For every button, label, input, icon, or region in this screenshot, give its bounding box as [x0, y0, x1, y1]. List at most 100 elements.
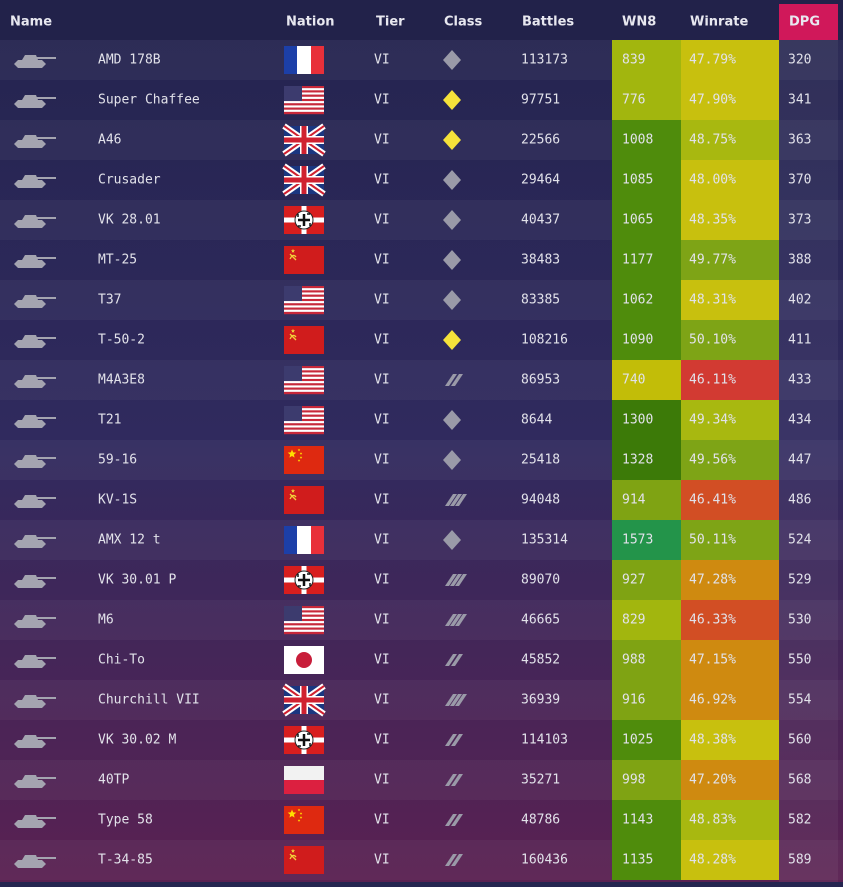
- winrate-cell: [681, 280, 779, 320]
- vehicle-name[interactable]: M4A3E8: [98, 373, 145, 388]
- nation-flag: [284, 726, 324, 754]
- vehicle-name[interactable]: M6: [98, 613, 114, 628]
- flag-part: [284, 296, 324, 300]
- winrate-cell: [681, 600, 779, 640]
- battles: 22566: [521, 133, 560, 148]
- class-icon: [451, 374, 463, 386]
- class-icon: [445, 734, 457, 746]
- vehicle-name[interactable]: AMX 12 t: [98, 533, 161, 548]
- tier: VI: [374, 293, 390, 308]
- dpg: 411: [788, 333, 811, 348]
- class-icon: [445, 814, 457, 826]
- nation-flag: [284, 486, 324, 514]
- vehicle-name[interactable]: Crusader: [98, 173, 161, 188]
- tank-silhouette: [14, 775, 56, 788]
- flag-part: [284, 385, 324, 388]
- column-header[interactable]: Class: [444, 15, 483, 30]
- tier: VI: [374, 533, 390, 548]
- vehicle-name[interactable]: T37: [98, 293, 121, 308]
- winrate: 48.38%: [689, 733, 736, 748]
- wn8: 988: [622, 653, 645, 668]
- flag-part: [284, 606, 324, 609]
- flag-part: [284, 92, 324, 95]
- column-header[interactable]: Name: [10, 15, 52, 30]
- flag-part: [284, 608, 324, 611]
- vehicle-name[interactable]: Type 58: [98, 813, 153, 828]
- class-icon: [451, 654, 463, 666]
- vehicle-name[interactable]: T21: [98, 413, 121, 428]
- flag-part: [284, 366, 324, 369]
- flag-part: [284, 425, 324, 428]
- tank-silhouette: [14, 855, 56, 868]
- flag-part: [284, 406, 324, 409]
- vehicle-name[interactable]: 59-16: [98, 453, 137, 468]
- vehicle-name[interactable]: A46: [98, 133, 121, 148]
- tier: VI: [374, 133, 390, 148]
- flag-part: [297, 573, 311, 587]
- flag-part: [284, 326, 324, 354]
- column-header[interactable]: Winrate: [690, 15, 748, 30]
- wn8: 998: [622, 773, 645, 788]
- wn8-cell: [612, 40, 681, 80]
- class-icon: [450, 614, 462, 626]
- column-header[interactable]: DPG: [789, 15, 820, 30]
- wn8: 829: [622, 613, 645, 628]
- nation-flag: [284, 446, 324, 474]
- vehicle-name[interactable]: VK 28.01: [98, 213, 161, 228]
- dpg: 402: [788, 293, 811, 308]
- flag-part: [284, 846, 324, 874]
- class-icon: [445, 654, 457, 666]
- flag-part: [284, 101, 324, 104]
- column-header[interactable]: Battles: [522, 15, 574, 30]
- vehicle-name[interactable]: Super Chaffee: [98, 93, 200, 108]
- winrate-cell: [681, 560, 779, 600]
- wn8: 914: [622, 493, 646, 508]
- flag-part: [284, 421, 324, 424]
- flag-part: [297, 46, 311, 74]
- vehicle-name[interactable]: VK 30.02 M: [98, 733, 176, 748]
- flag-part: [284, 414, 324, 417]
- column-header[interactable]: Tier: [376, 15, 405, 30]
- tank-icon: [14, 775, 56, 788]
- flag-part: [284, 370, 324, 373]
- class-icon: [443, 170, 461, 190]
- class-icon: [443, 130, 461, 150]
- vehicle-name[interactable]: AMD 178B: [98, 53, 161, 68]
- winrate: 50.11%: [689, 533, 736, 548]
- vehicle-name[interactable]: MT-25: [98, 253, 137, 268]
- battles: 114103: [521, 733, 568, 748]
- dpg: 486: [788, 493, 811, 508]
- battles: 29464: [521, 173, 560, 188]
- vehicle-name[interactable]: Chi-To: [98, 653, 145, 668]
- winrate: 48.75%: [689, 133, 736, 148]
- dpg: 589: [788, 853, 811, 868]
- tank-silhouette: [14, 95, 56, 108]
- vehicle-name[interactable]: Churchill VII: [98, 693, 200, 708]
- tank-icon: [14, 495, 56, 508]
- battles: 45852: [521, 653, 560, 668]
- class-icon: [445, 494, 457, 506]
- wn8-cell: [612, 680, 681, 720]
- vehicle-name[interactable]: T-34-85: [98, 853, 153, 868]
- vehicle-name[interactable]: T-50-2: [98, 333, 145, 348]
- flag-part: [284, 526, 298, 554]
- wn8-cell: [612, 320, 681, 360]
- column-header[interactable]: Nation: [286, 15, 335, 30]
- flag-part: [284, 412, 324, 415]
- winrate: 47.20%: [689, 773, 736, 788]
- wn8-cell: [612, 640, 681, 680]
- column-header[interactable]: WN8: [622, 15, 656, 30]
- vehicle-name[interactable]: KV-1S: [98, 493, 137, 508]
- tank-silhouette: [14, 535, 56, 548]
- flag-part: [311, 46, 324, 74]
- nation-flag: [284, 246, 324, 274]
- dpg: 434: [788, 413, 812, 428]
- nation-flag: [284, 286, 324, 315]
- tier: VI: [374, 813, 390, 828]
- vehicle-name[interactable]: 40TP: [98, 773, 129, 788]
- tier: VI: [374, 333, 390, 348]
- flag-part: [284, 381, 324, 384]
- vehicle-name[interactable]: VK 30.01 P: [98, 573, 176, 588]
- class-icon: [445, 854, 457, 866]
- class-icon: [445, 374, 457, 386]
